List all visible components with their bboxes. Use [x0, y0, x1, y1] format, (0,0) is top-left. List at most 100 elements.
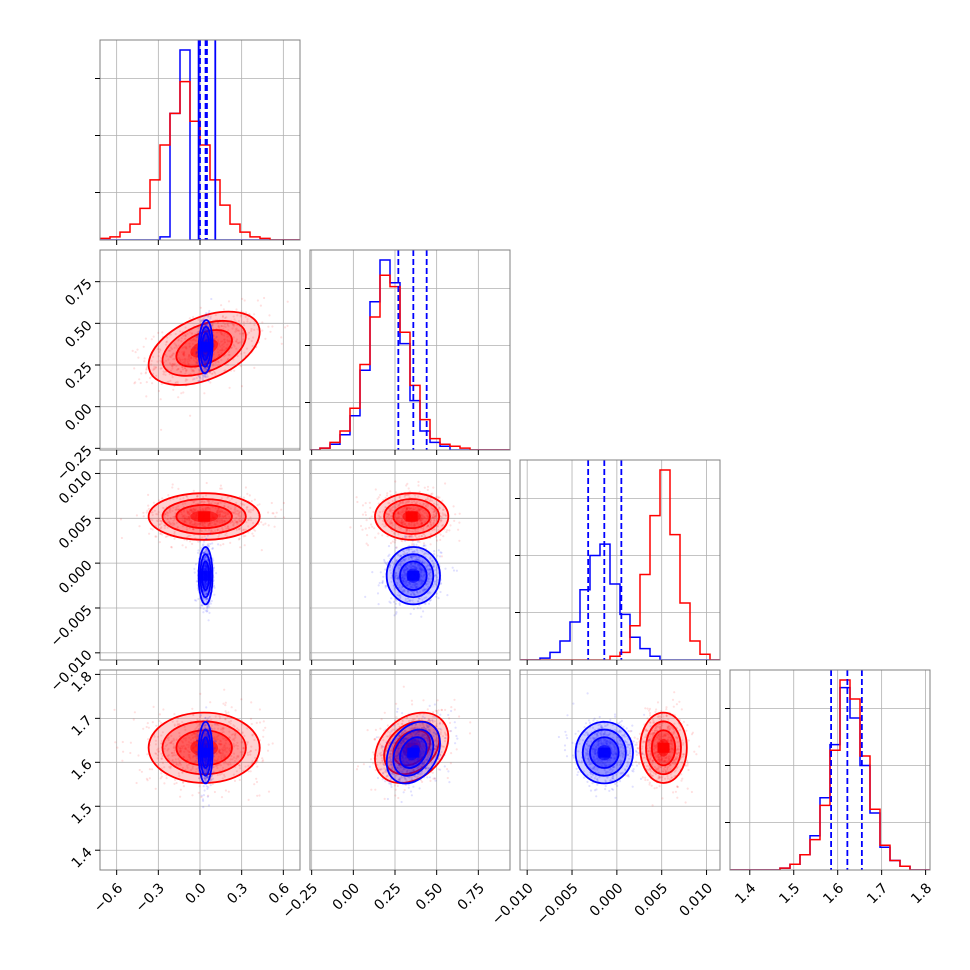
- scatter-point: [286, 324, 289, 327]
- contour-red: [161, 498, 247, 535]
- scatter-point: [184, 502, 187, 505]
- scatter-point: [272, 512, 275, 515]
- scatter-point: [183, 353, 186, 357]
- scatter-point: [364, 502, 367, 505]
- scatter-point: [185, 518, 188, 521]
- scatter-point: [424, 602, 427, 606]
- scatter-point: [167, 511, 170, 515]
- scatter-point: [209, 524, 212, 527]
- scatter-point: [397, 504, 400, 507]
- scatter-point: [226, 339, 229, 342]
- scatter-point: [129, 741, 132, 744]
- scatter-point: [225, 363, 228, 366]
- scatter-point: [255, 777, 258, 780]
- histogram-red-step: [100, 80, 300, 240]
- scatter-point: [441, 524, 445, 527]
- scatter-point: [232, 325, 235, 328]
- scatter-point: [399, 527, 402, 530]
- scatter-point: [412, 508, 415, 511]
- scatter-point: [236, 520, 240, 524]
- scatter-point: [167, 520, 171, 523]
- scatter-point: [204, 356, 207, 359]
- scatter-point: [205, 597, 209, 601]
- scatter-point: [218, 326, 221, 329]
- panel-2-1: [310, 460, 510, 660]
- scatter-point: [191, 368, 195, 371]
- scatter-point: [210, 529, 213, 532]
- scatter-point: [174, 778, 177, 782]
- scatter-point: [383, 560, 386, 563]
- scatter-point: [203, 323, 207, 326]
- scatter-point: [216, 511, 219, 514]
- scatter-point: [188, 513, 191, 516]
- scatter-point: [219, 510, 222, 513]
- scatter-point: [217, 511, 220, 514]
- scatter-point: [402, 501, 405, 504]
- scatter-point: [234, 505, 237, 508]
- scatter-point: [415, 509, 418, 512]
- scatter-point: [240, 385, 244, 388]
- scatter-point: [240, 698, 243, 701]
- scatter-point: [455, 569, 458, 572]
- scatter-point: [398, 501, 401, 504]
- scatter-point: [204, 565, 207, 568]
- scatter-point: [189, 521, 192, 525]
- scatter-point: [226, 525, 230, 528]
- scatter-point: [397, 515, 400, 518]
- scatter-point: [404, 580, 407, 583]
- scatter-point: [182, 334, 185, 337]
- scatter-point: [414, 534, 417, 537]
- scatter-point: [195, 599, 198, 602]
- scatter-point: [206, 366, 209, 369]
- scatter-point: [173, 357, 176, 360]
- scatter-point: [219, 511, 222, 514]
- scatter-point: [237, 518, 240, 521]
- scatter-point: [176, 382, 179, 385]
- scatter-point: [194, 509, 197, 512]
- scatter-point: [434, 514, 437, 517]
- scatter-point: [235, 340, 238, 343]
- scatter-point: [208, 524, 211, 527]
- scatter-point: [256, 765, 259, 768]
- scatter-point: [170, 546, 173, 549]
- scatter-point: [156, 348, 160, 351]
- scatter-point: [376, 592, 380, 595]
- scatter-point: [426, 485, 430, 488]
- scatter-point: [387, 555, 390, 558]
- scatter-point: [199, 376, 202, 379]
- scatter-point: [378, 518, 381, 521]
- scatter-point: [420, 615, 423, 618]
- scatter-point: [420, 513, 423, 516]
- scatter-point: [166, 526, 169, 529]
- scatter-point: [175, 381, 178, 384]
- scatter-point: [234, 328, 237, 331]
- scatter-point: [433, 528, 436, 531]
- scatter-point: [408, 499, 411, 502]
- scatter-point: [157, 520, 160, 523]
- scatter-point: [386, 535, 389, 538]
- scatter-point: [435, 512, 438, 515]
- scatter-point: [417, 495, 420, 498]
- contour-blue: [199, 553, 212, 599]
- scatter-point: [188, 345, 191, 348]
- scatter-point: [397, 511, 400, 514]
- scatter-point: [390, 521, 393, 524]
- scatter-point: [204, 507, 207, 510]
- scatter-point: [203, 564, 206, 567]
- scatter-point: [213, 357, 216, 360]
- scatter-point: [186, 511, 189, 514]
- scatter-point: [194, 339, 197, 342]
- scatter-point: [397, 521, 400, 524]
- scatter-point: [194, 508, 197, 511]
- scatter-point: [205, 584, 208, 587]
- scatter-point: [421, 521, 424, 524]
- scatter-point: [432, 516, 435, 519]
- scatter-point: [261, 329, 264, 332]
- scatter-point: [207, 311, 210, 315]
- scatter-point: [250, 327, 253, 331]
- scatter-point: [252, 522, 255, 525]
- scatter-point: [434, 574, 437, 577]
- scatter-point: [430, 493, 433, 496]
- scatter-point: [173, 530, 176, 534]
- scatter-point: [173, 362, 176, 365]
